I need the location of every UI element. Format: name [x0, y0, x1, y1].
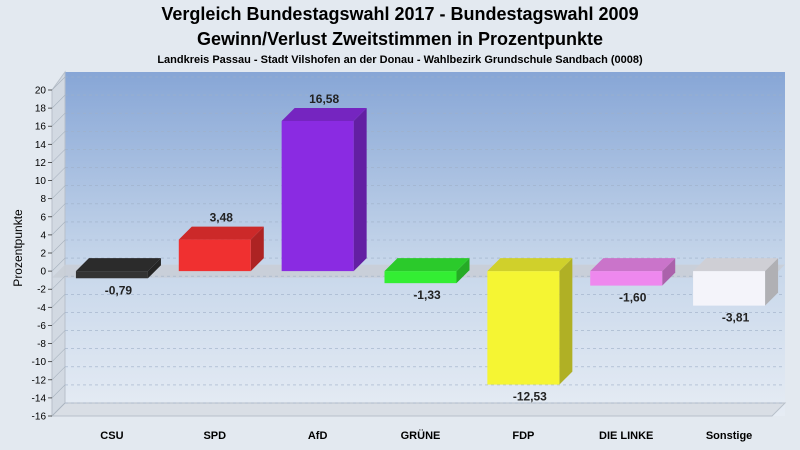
- y-tick-label: 20: [35, 86, 47, 97]
- y-tick-label: -8: [37, 339, 46, 350]
- bar-front: [281, 120, 354, 272]
- y-tick-label: -6: [37, 321, 46, 332]
- bar-top: [384, 258, 470, 272]
- gridline-side: [51, 348, 66, 362]
- value-label: 3,48: [210, 211, 234, 225]
- gridline-side: [51, 239, 66, 254]
- plot-background: [50, 70, 787, 418]
- y-axis-label: Prozentpunkte: [11, 209, 25, 287]
- gridline-side: [51, 294, 66, 308]
- bar-top: [487, 258, 573, 272]
- bar-fdp: [487, 258, 573, 385]
- bar-spd: [178, 226, 264, 272]
- category-label: CSU: [100, 430, 123, 442]
- bar-top: [590, 258, 676, 272]
- bar-front: [590, 271, 663, 286]
- bar-grüne: [384, 258, 470, 284]
- bars: [75, 107, 779, 385]
- bar-side: [662, 258, 676, 286]
- y-tick-label: 0: [40, 267, 46, 278]
- y-tick-label: 2: [40, 249, 46, 260]
- plot-back-wall: [65, 72, 785, 416]
- y-tick-label: 18: [35, 104, 47, 115]
- bar-front: [487, 271, 560, 385]
- y-tick-label: -14: [32, 393, 47, 404]
- bar-side: [456, 258, 470, 284]
- y-tick-label: -2: [37, 285, 46, 296]
- bar-die-linke: [590, 258, 676, 286]
- category-label: Sonstige: [706, 430, 752, 442]
- bar-front: [384, 271, 457, 284]
- gridline-side: [51, 402, 66, 417]
- plot-floor: [50, 402, 787, 417]
- y-tick-label: -4: [37, 303, 46, 314]
- gridline-side: [51, 221, 66, 236]
- gridline-side: [51, 149, 66, 163]
- chart-title: Vergleich Bundestagswahl 2017 - Bundesta…: [161, 4, 639, 24]
- y-tick-label: 12: [35, 158, 47, 169]
- bar-front: [693, 271, 766, 306]
- chart-subtitle-location: Landkreis Passau - Stadt Vilshofen an de…: [157, 54, 643, 66]
- category-label: AfD: [308, 430, 328, 442]
- bar-side: [353, 107, 367, 272]
- gridline-side: [51, 113, 66, 127]
- bar-top: [75, 258, 161, 272]
- category-label: DIE LINKE: [599, 430, 653, 442]
- category-label: SPD: [203, 430, 226, 442]
- bar-afd: [281, 107, 367, 272]
- gridline-side: [51, 167, 66, 181]
- gridline-side: [51, 366, 66, 380]
- bar-top: [178, 226, 264, 240]
- bar-top: [693, 258, 779, 272]
- value-label: -1,33: [413, 288, 441, 302]
- y-tick-label: 10: [35, 176, 47, 187]
- value-label: 16,58: [309, 92, 339, 106]
- category-labels: CSU SPD AfD GRÜNE FDP DIE LINKE Sonstige: [100, 429, 752, 442]
- bar-side: [147, 258, 161, 279]
- value-label: -0,79: [105, 283, 133, 297]
- y-tick-label: 4: [40, 230, 46, 241]
- y-tick-label: -16: [32, 412, 47, 423]
- bar-front: [178, 239, 251, 272]
- value-label: -3,81: [722, 311, 750, 325]
- gridline-side: [51, 330, 66, 344]
- y-tick-label: 16: [35, 122, 47, 133]
- chart-subtitle: Gewinn/Verlust Zweitstimmen in Prozentpu…: [196, 29, 604, 49]
- value-labels: -0,79 3,48 16,58 -1,33 -12,53 -1,60 -3,81: [105, 92, 750, 404]
- bar-front: [75, 271, 148, 279]
- gridline-side: [51, 203, 66, 217]
- bar-side: [559, 258, 573, 385]
- gridline-side: [51, 185, 66, 199]
- y-tick-label: 14: [35, 140, 47, 151]
- category-label: FDP: [512, 430, 534, 442]
- value-label: -1,60: [619, 291, 647, 305]
- y-tick-label: 8: [40, 194, 46, 205]
- gridlines: [51, 76, 785, 417]
- gridline-side: [51, 131, 66, 145]
- gridline-side: [51, 94, 66, 109]
- bar-side: [765, 258, 779, 306]
- gridline-side: [51, 257, 66, 272]
- bar-top: [281, 107, 367, 121]
- value-label: -12,53: [513, 390, 547, 404]
- category-label: GRÜNE: [401, 429, 441, 442]
- y-tick-label: -10: [32, 357, 47, 368]
- bar-side: [250, 226, 264, 272]
- gridline-side: [51, 312, 66, 326]
- y-tick-label: 6: [40, 212, 46, 223]
- gridline-side: [51, 76, 66, 91]
- gridline-side: [51, 276, 66, 290]
- bar-sonstige: [693, 258, 779, 306]
- bar-csu: [75, 258, 161, 279]
- y-tick-label: -12: [32, 375, 47, 386]
- gridline-side: [51, 384, 66, 399]
- plot-left-wall: [51, 70, 66, 418]
